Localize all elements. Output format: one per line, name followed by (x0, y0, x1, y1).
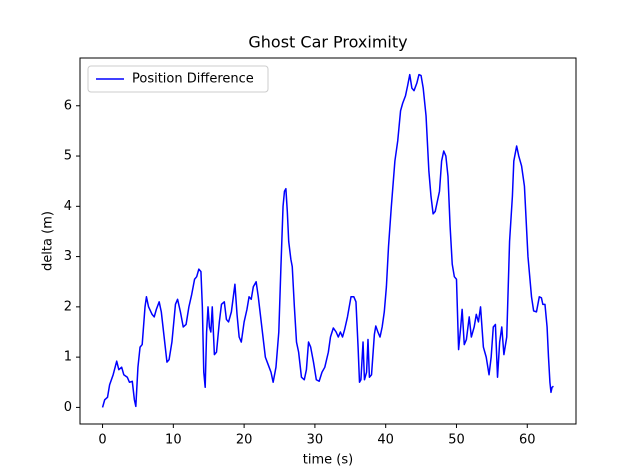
y-tick-label: 2 (64, 299, 72, 314)
legend-label: Position Difference (132, 72, 254, 87)
x-tick-label: 20 (236, 433, 253, 448)
y-tick-label: 1 (64, 350, 72, 365)
x-tick-label: 0 (98, 433, 106, 448)
chart-title: Ghost Car Proximity (248, 33, 407, 52)
y-tick-label: 5 (64, 149, 72, 164)
x-tick-label: 60 (519, 433, 536, 448)
x-tick-label: 10 (165, 433, 182, 448)
legend-box (87, 65, 269, 93)
x-axis-label: time (s) (303, 453, 353, 468)
x-tick-label: 40 (377, 433, 394, 448)
y-tick-label: 0 (64, 400, 72, 415)
x-tick-label: 50 (448, 433, 465, 448)
y-tick-label: 6 (64, 98, 72, 113)
x-tick-label: 30 (307, 433, 324, 448)
y-tick-label: 4 (64, 199, 72, 214)
y-tick-label: 3 (64, 249, 72, 264)
y-axis-label: delta (m) (41, 211, 56, 271)
data-line (101, 73, 554, 408)
plot-frame (79, 57, 577, 425)
